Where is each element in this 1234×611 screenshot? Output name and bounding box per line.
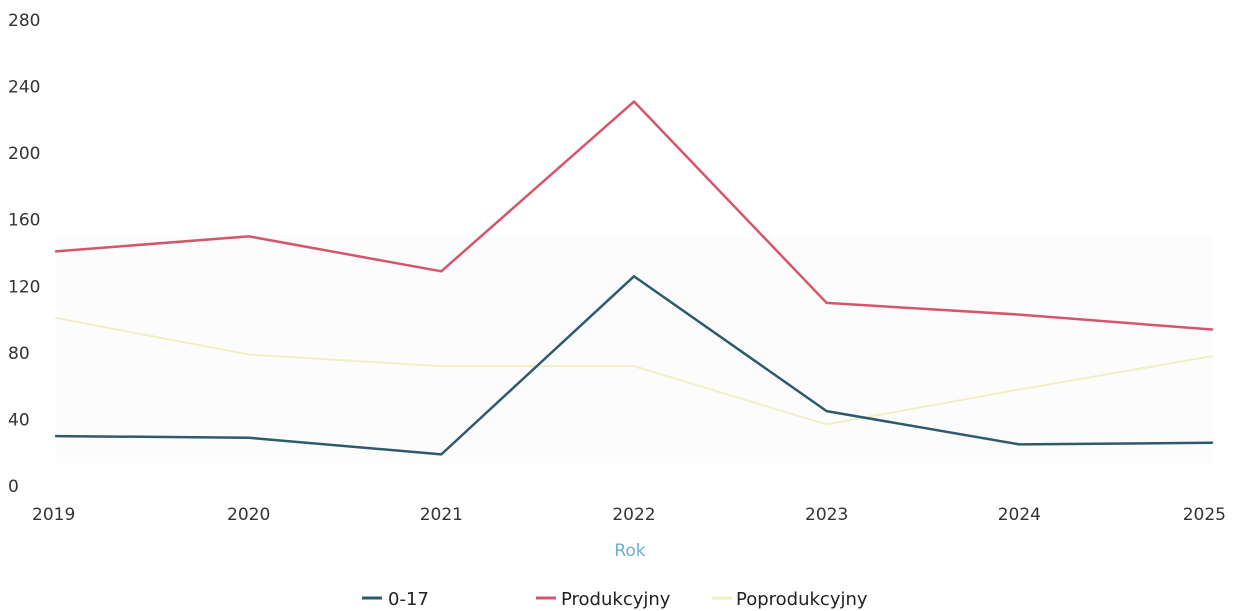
series-lines	[54, 100, 1214, 456]
x-tick-label: 2022	[612, 505, 655, 525]
y-tick-label: 40	[8, 410, 30, 430]
plot-background	[56, 235, 1212, 463]
x-tick-label: 2021	[420, 505, 463, 525]
legend-label: Produkcyjny	[561, 589, 671, 610]
legend-label: 0-17	[388, 589, 429, 610]
y-tick-label: 120	[8, 277, 40, 297]
x-axis-ticks: 2019 2020 2021 2022 2023 2024 2025	[32, 505, 1226, 525]
x-tick-label: 2020	[227, 505, 270, 525]
y-tick-label: 160	[8, 211, 40, 231]
y-tick-label: 240	[8, 78, 40, 98]
y-tick-label: 80	[8, 344, 30, 364]
x-tick-label: 2023	[805, 505, 848, 525]
x-tick-label: 2019	[32, 505, 75, 525]
y-tick-label: 0	[8, 477, 19, 497]
y-tick-label: 280	[8, 11, 40, 31]
legend: 0-17 Produkcyjny Poprodukcyjny	[362, 589, 868, 610]
x-tick-label: 2024	[998, 505, 1041, 525]
legend-label: Poprodukcyjny	[736, 589, 868, 610]
x-axis-title: Rok	[614, 541, 645, 561]
y-tick-label: 200	[8, 144, 40, 164]
y-axis-ticks: 0 40 80 120 160 200 240 280	[8, 11, 40, 497]
x-tick-label: 2025	[1183, 505, 1226, 525]
